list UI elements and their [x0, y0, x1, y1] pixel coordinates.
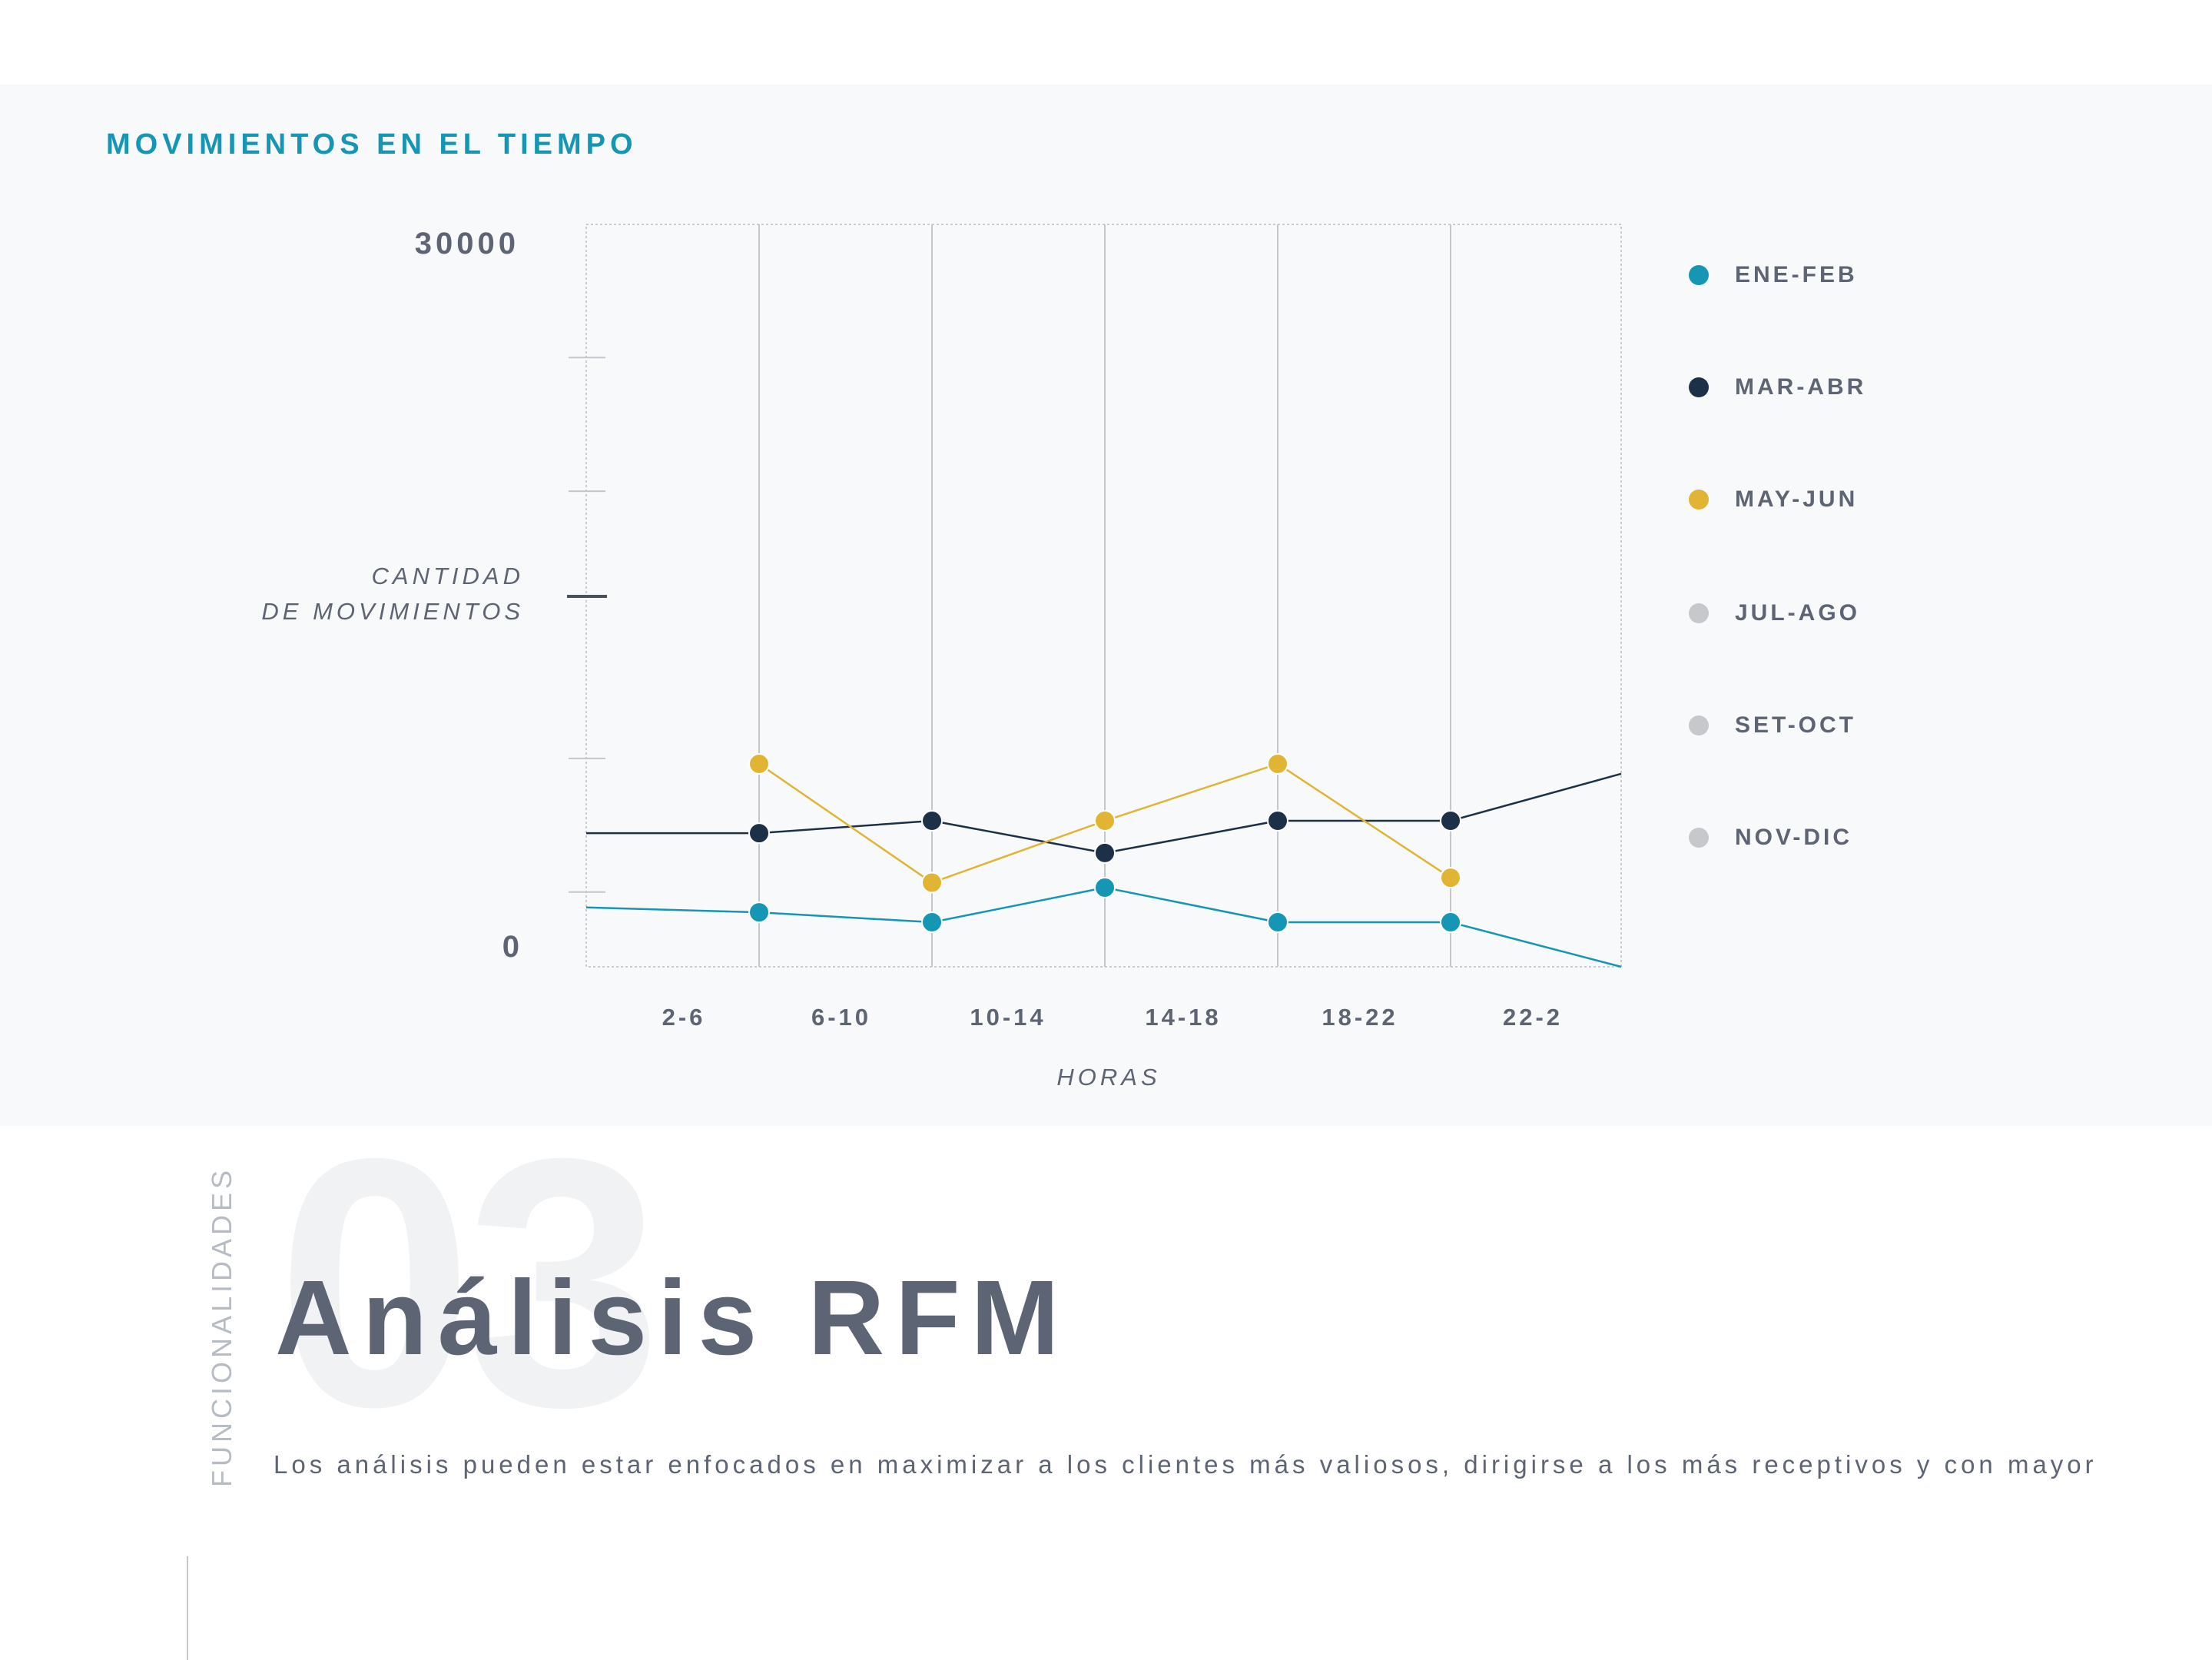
data-point — [1094, 810, 1116, 832]
y-axis-label: CANTIDAD — [372, 563, 524, 589]
data-point — [921, 872, 943, 894]
legend-item[interactable]: NOV-DIC — [1689, 822, 1852, 853]
x-axis-label: HORAS — [1056, 1064, 1160, 1091]
legend-label: MAR-ABR — [1735, 374, 1867, 400]
data-point — [748, 752, 770, 775]
section-vertical-label: FUNCIONALIDADES — [206, 1166, 237, 1487]
chart-title: MOVIMIENTOS EN EL TIEMPO — [106, 128, 638, 161]
legend-label: MAY-JUN — [1735, 486, 1859, 512]
x-tick-label: 10-14 — [970, 1004, 1046, 1031]
legend-marker — [1689, 828, 1709, 848]
legend-label: SET-OCT — [1735, 712, 1857, 738]
chart-panel — [0, 85, 2212, 1126]
x-tick-label: 18-22 — [1322, 1004, 1398, 1031]
data-point — [1267, 752, 1288, 775]
y-tick-label: 0 — [502, 930, 519, 964]
legend-label: JUL-AGO — [1735, 600, 1860, 626]
legend-item[interactable]: ENE-FEB — [1689, 260, 1858, 290]
legend-label: NOV-DIC — [1735, 825, 1853, 850]
legend-item[interactable]: MAY-JUN — [1689, 484, 1858, 515]
legend-marker — [1689, 265, 1709, 285]
x-tick-label: 14-18 — [1145, 1004, 1221, 1031]
x-tick-label: 22-2 — [1503, 1004, 1563, 1031]
data-point — [1267, 810, 1288, 832]
data-point — [1440, 911, 1461, 934]
legend-item[interactable]: JUL-AGO — [1689, 598, 1860, 629]
legend-marker — [1689, 377, 1709, 397]
data-point — [1267, 911, 1288, 934]
legend-label: ENE-FEB — [1735, 262, 1858, 287]
data-point — [921, 810, 943, 832]
legend-item[interactable]: MAR-ABR — [1689, 372, 1866, 403]
data-point — [748, 822, 770, 845]
data-point — [1094, 876, 1116, 898]
x-tick-label: 6-10 — [811, 1004, 871, 1031]
legend-marker — [1689, 490, 1709, 510]
y-axis-label: DE MOVIMIENTOS — [261, 598, 524, 625]
section-divider — [187, 1556, 188, 1660]
section-description: Los análisis pueden estar enfocados en m… — [274, 1450, 2098, 1479]
section-number: 03 — [277, 1086, 662, 1480]
legend-marker — [1689, 603, 1709, 623]
x-tick-label: 2-6 — [662, 1004, 706, 1031]
data-point — [748, 901, 770, 924]
data-point — [921, 911, 943, 934]
section-title: Análisis RFM — [275, 1259, 1070, 1377]
series-line — [585, 886, 1622, 968]
data-point — [1440, 810, 1461, 832]
data-point — [1094, 842, 1116, 864]
legend-item[interactable]: SET-OCT — [1689, 710, 1856, 741]
data-point — [1440, 867, 1461, 889]
legend-marker — [1689, 715, 1709, 735]
y-tick-label: 30000 — [415, 227, 519, 261]
line-chart: 30000 0 CANTIDAD DE MOVIMIENTOS 2-6 6-10 10-14… — [261, 224, 1622, 1091]
